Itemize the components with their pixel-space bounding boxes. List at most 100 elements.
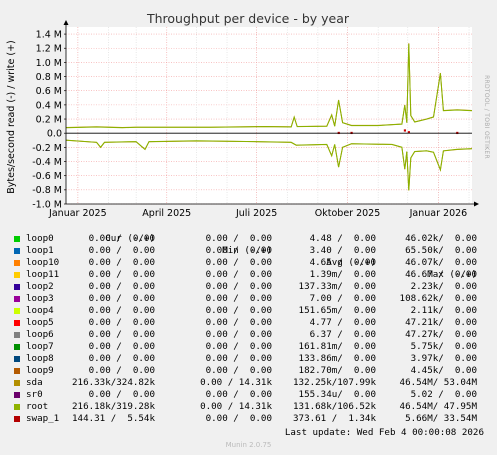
x-tick-label: Oktober 2025 (315, 208, 381, 219)
legend-min: 0.00 / 0.00 (205, 257, 272, 268)
legend-cur: 0.00 / 0.00 (88, 293, 155, 304)
legend-min: 0.00 / 0.00 (205, 281, 272, 292)
legend-max: 65.50k/ 0.00 (405, 245, 477, 256)
y-axis-arrow (63, 20, 69, 25)
y-tick-label: 1.0 M (36, 58, 62, 69)
x-tick-label: Januar 2025 (48, 208, 107, 219)
legend-name: loop10 (26, 257, 60, 268)
x-axis-arrow (474, 201, 479, 207)
legend-swatch (14, 320, 20, 326)
legend-swatch (14, 272, 20, 278)
legend-header: Cur (-/+) Min (-/+) Avg (-/+) Max (-/+) (8, 221, 494, 280)
legend-swatch (14, 416, 20, 422)
legend-swatch (14, 356, 20, 362)
y-tick-label: -0.2 M (32, 143, 62, 154)
legend-min: 0.00 / 0.00 (205, 353, 272, 364)
legend-swatch (14, 368, 20, 374)
legend-min: 0.00 / 0.00 (205, 317, 272, 328)
legend-max: 4.45k/ 0.00 (410, 365, 477, 376)
header-min: Min (-/+) (222, 245, 272, 256)
legend-row: loop2 0.00 / 0.00 0.00 / 0.00 137.33m/ 0.00… (8, 281, 494, 293)
y-tick-label: -0.8 M (32, 185, 62, 196)
legend-rows: loop0 0.00 / 0.00 0.00 / 0.00 4.48 / 0.00 46… (8, 233, 494, 425)
legend-cur: 216.18k/319.28k (72, 401, 155, 412)
legend-name: loop2 (26, 281, 54, 292)
legend-cur: 0.00 / 0.00 (88, 269, 155, 280)
legend-max: 5.02 / 0.00 (410, 389, 477, 400)
y-tick-label: -1.0 M (32, 199, 62, 210)
axes (63, 20, 479, 207)
legend-name: loop0 (26, 233, 54, 244)
legend-avg: 132.25k/107.99k (293, 377, 376, 388)
y-axis-label: Bytes/second read (-) / write (+) (6, 40, 17, 194)
legend-name: loop1 (26, 245, 54, 256)
legend-avg: 7.00 / 0.00 (309, 293, 376, 304)
last-update: Last update: Wed Feb 4 00:00:08 2026 (284, 427, 484, 438)
legend-row: root 216.18k/319.28k 0.00 / 14.31k 131.68k/… (8, 401, 494, 413)
y-ticks: 1.4 M 1.2 M 1.0 M 0.8 M 0.6 M 0.4 M 0.2 M 0.0 -0… (32, 29, 66, 210)
y-tick-label: 0.0 (47, 129, 62, 140)
legend-row: loop1 0.00 / 0.00 0.00 / 0.00 3.40 / 0.00 65… (8, 245, 494, 257)
legend-row: loop0 0.00 / 0.00 0.00 / 0.00 4.48 / 0.00 46… (8, 233, 494, 245)
legend-cur: 0.00 / 0.00 (88, 281, 155, 292)
legend-swatch (14, 236, 20, 242)
legend-swatch (14, 332, 20, 338)
y-tick-label: 0.2 M (36, 114, 62, 125)
legend-row: sda 216.33k/324.82k 0.00 / 14.31k 132.25k/1… (8, 377, 494, 389)
legend-row: loop4 0.00 / 0.00 0.00 / 0.00 151.65m/ 0.00… (8, 305, 494, 317)
legend-max: 5.66M/ 33.54M (405, 413, 477, 424)
legend-max: 47.21k/ 0.00 (405, 317, 477, 328)
legend-min: 0.00 / 0.00 (205, 389, 272, 400)
legend-avg: 373.61 / 1.34k (293, 413, 376, 424)
legend-cur: 0.00 / 0.00 (88, 389, 155, 400)
legend-name: loop4 (26, 305, 54, 316)
legend-avg: 182.70m/ 0.00 (298, 365, 376, 376)
y-tick-label: 1.4 M (36, 29, 62, 40)
header-max: Max (-/+) (427, 269, 477, 280)
y-tick-label: 0.4 M (36, 100, 62, 111)
legend-swatch (14, 392, 20, 398)
legend-name: sda (26, 377, 43, 388)
x-tick-label: April 2025 (142, 208, 191, 219)
x-ticks: Januar 2025 April 2025 Juli 2025 Oktober 20… (48, 208, 467, 219)
legend-avg: 1.39m/ 0.00 (309, 269, 376, 280)
legend-cur: 0.00 / 0.00 (88, 341, 155, 352)
legend-avg: 133.86m/ 0.00 (298, 353, 376, 364)
series-point-swap_1 (403, 129, 407, 132)
legend-cur: 0.00 / 0.00 (88, 329, 155, 340)
legend-min: 0.00 / 0.00 (205, 365, 272, 376)
legend-name: swap_1 (26, 413, 60, 424)
legend-row: loop11 0.00 / 0.00 0.00 / 0.00 1.39m/ 0.00 4… (8, 269, 494, 281)
header-cur: Cur (-/+) (105, 233, 155, 244)
plot-area (66, 27, 472, 204)
legend-swatch (14, 308, 20, 314)
legend-min: 0.00 / 0.00 (205, 305, 272, 316)
legend-cur: 216.33k/324.82k (72, 377, 155, 388)
legend-min: 0.00 / 14.31k (200, 401, 272, 412)
legend-avg: 6.37 / 0.00 (309, 329, 376, 340)
legend-max: 46.07k/ 0.00 (405, 257, 477, 268)
y-tick-label: -0.4 M (32, 157, 62, 168)
legend-table: Cur (-/+) Min (-/+) Avg (-/+) Max (-/+) … (8, 221, 494, 425)
legend-max: 5.75k/ 0.00 (410, 341, 477, 352)
legend-row: loop3 0.00 / 0.00 0.00 / 0.00 7.00 / 0.00 10… (8, 293, 494, 305)
legend-max: 46.54M/ 53.04M (399, 377, 477, 388)
rrdtool-watermark: RRDTOOL / TOBI OETIKER (483, 75, 490, 159)
legend-name: sr0 (26, 389, 43, 400)
series-line-root-read (65, 139, 473, 191)
legend-row: loop9 0.00 / 0.00 0.00 / 0.00 182.70m/ 0.00… (8, 365, 494, 377)
legend-max: 108.62k/ 0.00 (399, 293, 477, 304)
legend-min: 0.00 / 0.00 (205, 413, 272, 424)
legend-cur: 0.00 / 0.00 (88, 305, 155, 316)
legend-cur: 0.00 / 0.00 (88, 257, 155, 268)
legend-max: 46.02k/ 0.00 (405, 233, 477, 244)
throughput-chart: Throughput per device - by year Bytes/se… (6, 11, 490, 219)
series-point-swap_1 (407, 131, 410, 134)
series-group (65, 43, 473, 191)
legend-swatch (14, 344, 20, 350)
legend-name: root (26, 401, 49, 412)
legend-min: 0.00 / 0.00 (205, 341, 272, 352)
legend-min: 0.00 / 14.31k (200, 377, 272, 388)
legend-avg: 155.34u/ 0.00 (298, 389, 376, 400)
legend-name: loop6 (26, 329, 54, 340)
